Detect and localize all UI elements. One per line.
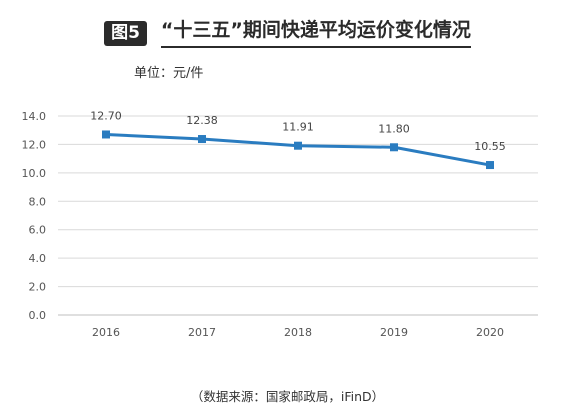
data-point bbox=[486, 161, 494, 170]
figure-number-badge: 图5 bbox=[104, 20, 147, 46]
data-point bbox=[198, 135, 206, 144]
series-line-layer bbox=[104, 132, 492, 167]
y-tick-label: 10.0 bbox=[22, 167, 47, 180]
figure-title-row: 图5 “十三五”期间快递平均运价变化情况 bbox=[0, 18, 575, 48]
y-tick-label: 12.0 bbox=[22, 138, 47, 151]
series-points bbox=[102, 130, 494, 170]
grid-lines bbox=[58, 115, 538, 316]
y-tick-label: 8.0 bbox=[29, 195, 47, 208]
data-point bbox=[102, 130, 110, 139]
x-tick-label: 2020 bbox=[476, 326, 504, 339]
x-tick-label: 2016 bbox=[92, 326, 120, 339]
y-tick-label: 6.0 bbox=[29, 224, 47, 237]
data-label: 11.80 bbox=[378, 122, 410, 135]
series-line bbox=[104, 132, 492, 167]
data-source-note: （数据来源：国家邮政局，iFinD） bbox=[190, 389, 385, 404]
y-tick-label: 2.0 bbox=[29, 281, 47, 294]
y-axis-tick-labels: 0.0 2.0 4.0 6.0 8.0 10.0 12.0 14.0 bbox=[22, 110, 47, 322]
data-label: 11.91 bbox=[282, 121, 314, 134]
data-point bbox=[294, 141, 302, 150]
unit-label: 单位：元/件 bbox=[134, 66, 204, 81]
y-tick-label: 4.0 bbox=[29, 252, 47, 265]
data-label: 12.38 bbox=[186, 114, 218, 127]
data-labels: 12.70 12.38 11.91 11.80 10.55 bbox=[90, 109, 506, 153]
data-label: 12.70 bbox=[90, 109, 122, 122]
y-tick-label: 0.0 bbox=[29, 309, 47, 322]
x-tick-label: 2019 bbox=[380, 326, 408, 339]
data-point bbox=[390, 143, 398, 152]
x-tick-label: 2017 bbox=[188, 326, 216, 339]
y-tick-label: 14.0 bbox=[22, 110, 47, 123]
chart-title: “十三五”期间快递平均运价变化情况 bbox=[160, 18, 471, 48]
x-tick-label: 2018 bbox=[284, 326, 312, 339]
data-label: 10.55 bbox=[474, 140, 506, 153]
x-axis-tick-labels: 2016 2017 2018 2019 2020 bbox=[92, 326, 504, 339]
